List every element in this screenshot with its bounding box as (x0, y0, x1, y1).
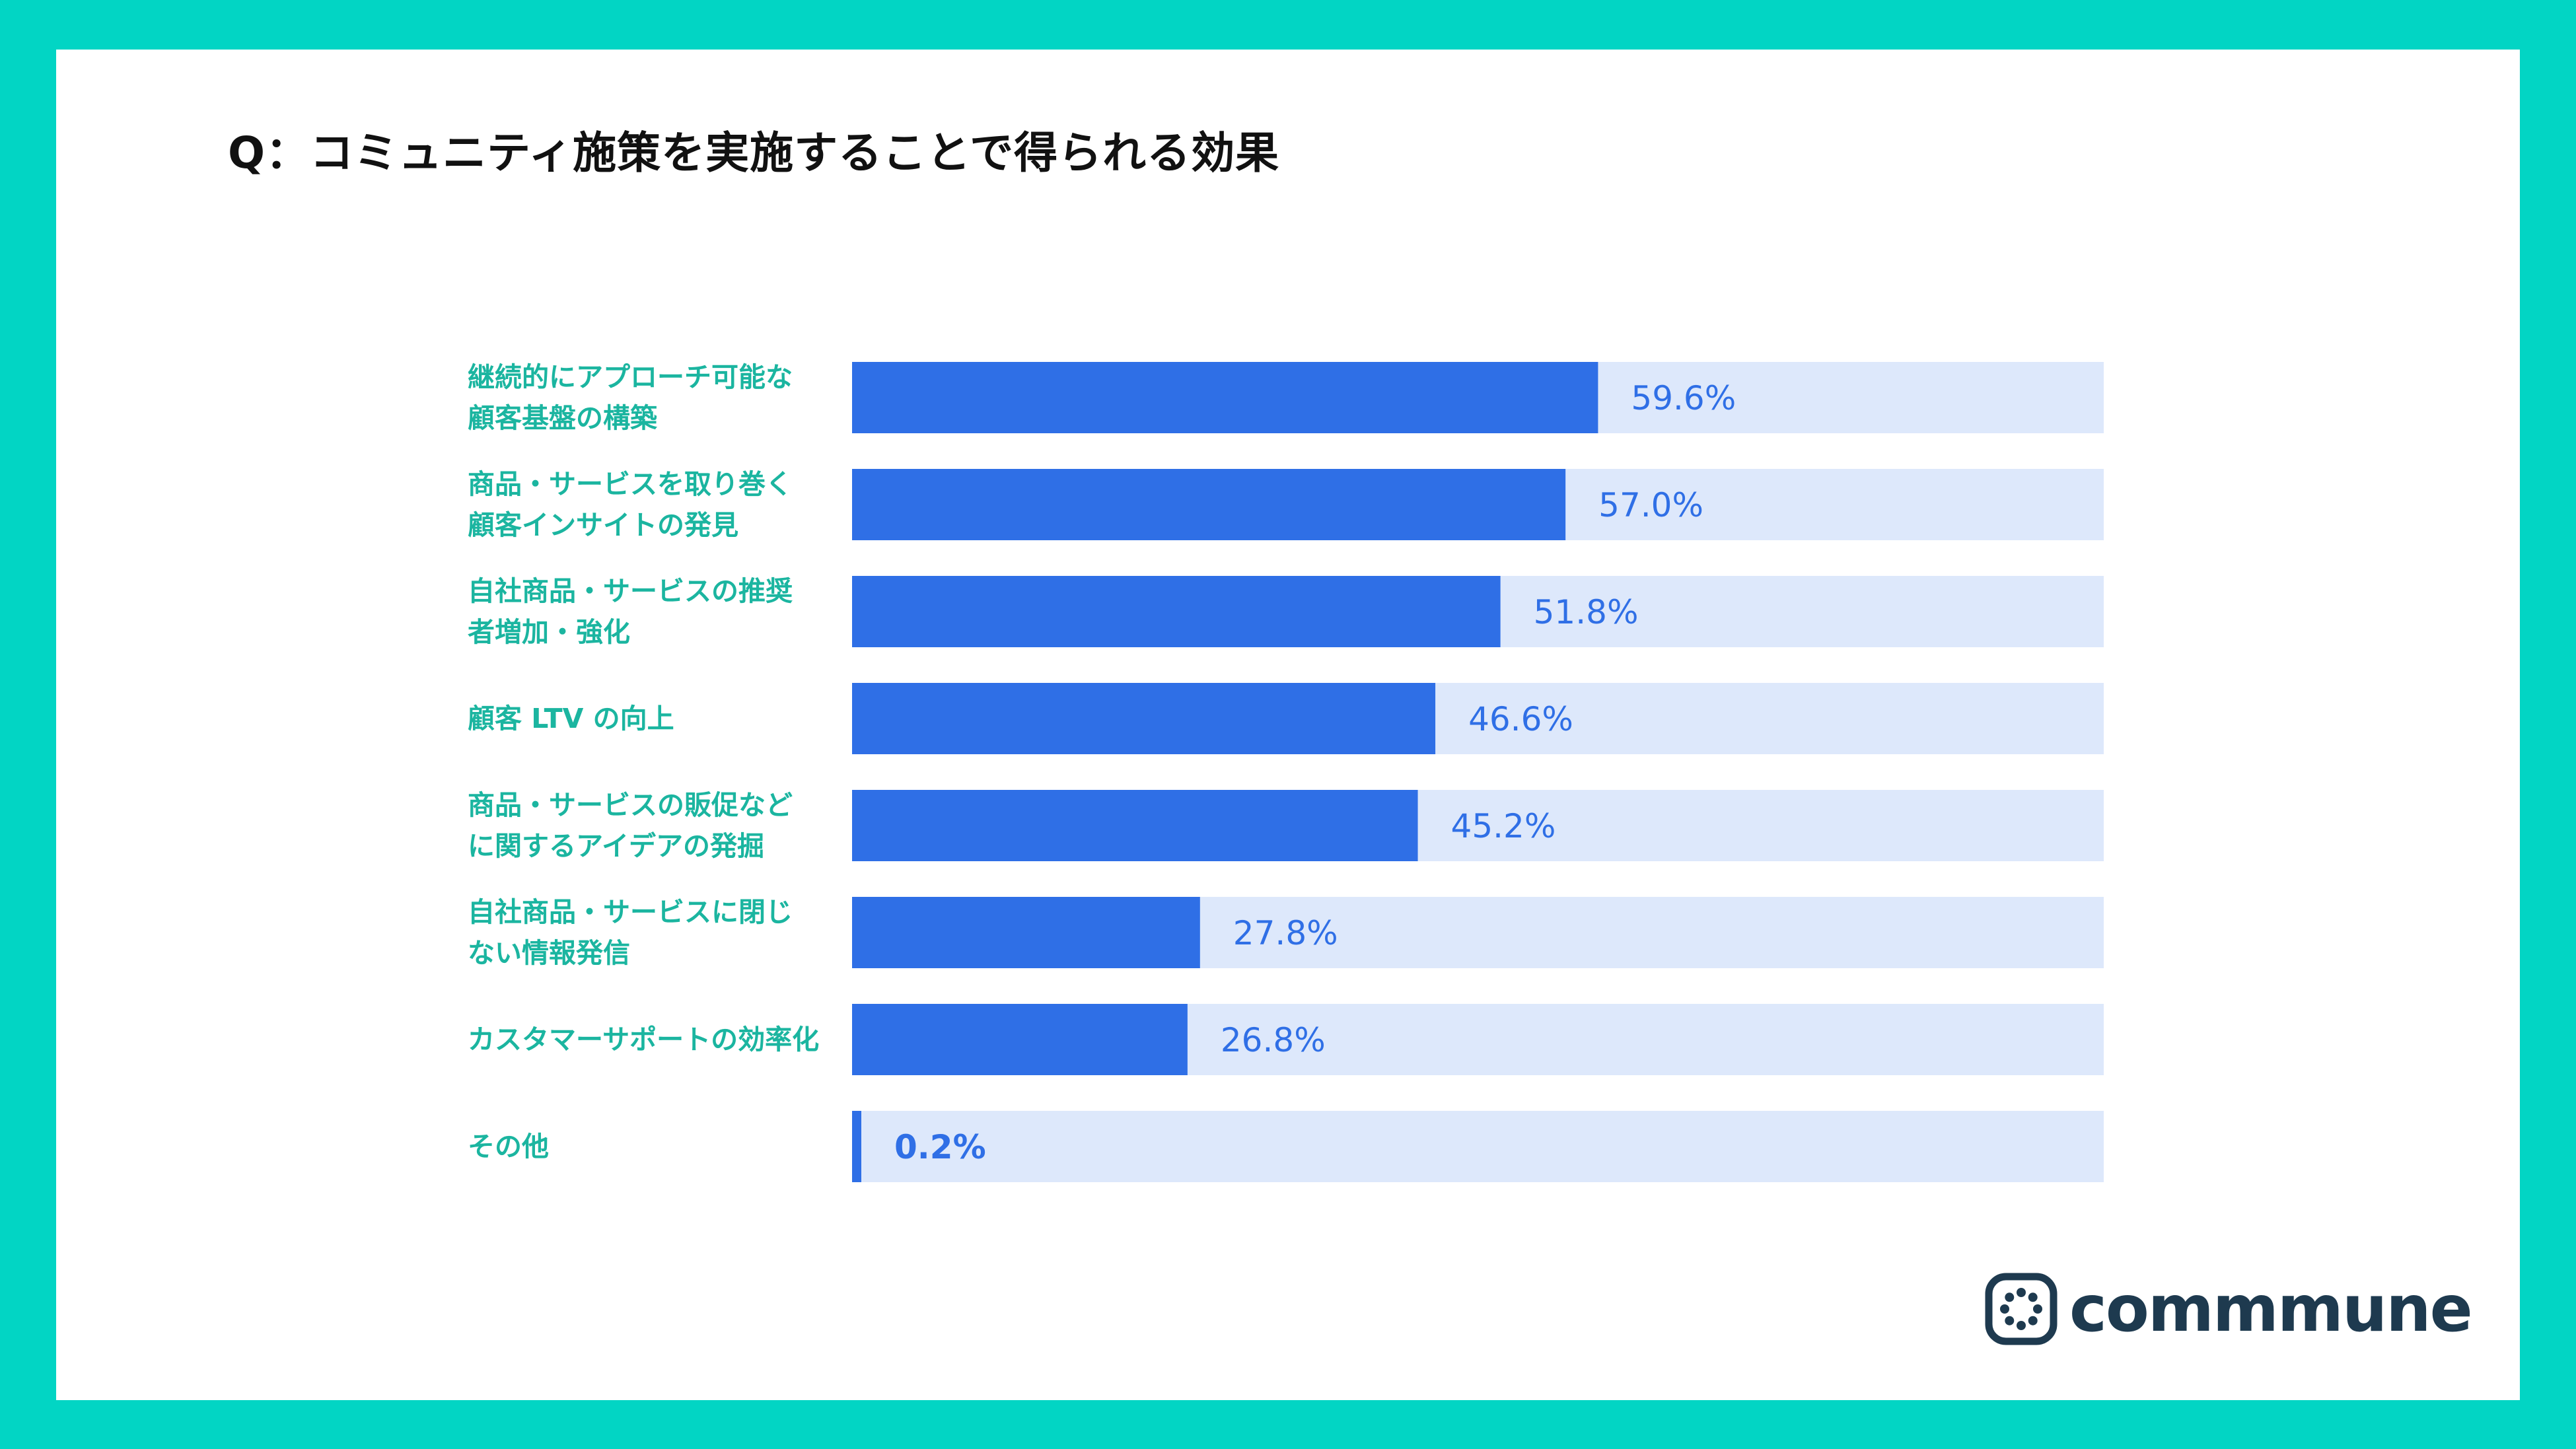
category-label: 顧客 LTV の向上 (468, 703, 674, 734)
bar (852, 469, 1566, 540)
brand-name: commmune (2069, 1272, 2473, 1346)
category-label: 者増加・強化 (468, 616, 630, 648)
category-label: 顧客インサイトの発見 (468, 509, 738, 541)
category-label: 顧客基盤の構築 (468, 402, 658, 434)
bar (852, 362, 1598, 433)
bar (852, 683, 1436, 754)
value-label: 0.2% (894, 1128, 986, 1166)
value-label: 57.0% (1598, 486, 1703, 524)
category-label: 自社商品・サービスに閉じ (468, 896, 793, 928)
bar-track (852, 1111, 2104, 1182)
value-label: 51.8% (1534, 593, 1639, 631)
category-label: 商品・サービスを取り巻く (468, 468, 793, 500)
value-label: 59.6% (1631, 379, 1736, 417)
category-label: ない情報発信 (468, 937, 630, 969)
value-label: 27.8% (1233, 914, 1338, 952)
value-label: 45.2% (1451, 807, 1556, 845)
bar (852, 576, 1501, 647)
bar (852, 897, 1200, 968)
value-label: 26.8% (1221, 1021, 1326, 1059)
category-label: に関するアイデアの発掘 (468, 830, 764, 862)
bar (852, 1004, 1188, 1075)
bar (852, 790, 1418, 861)
value-label: 46.6% (1468, 700, 1573, 738)
category-label: その他 (468, 1131, 549, 1162)
category-label: カスタマーサポートの効率化 (468, 1024, 819, 1055)
category-label: 自社商品・サービスの推奨 (468, 575, 793, 607)
page-title: Q：コミュニティ施策を実施することで得られる効果 (228, 127, 1280, 178)
category-label: 継続的にアプローチ可能な (468, 361, 793, 393)
commmune-logo-icon (1985, 1273, 2057, 1345)
commmune-logo: commmune (1985, 1269, 2473, 1349)
bar (852, 1111, 861, 1182)
category-label: 商品・サービスの販促など (468, 789, 793, 821)
